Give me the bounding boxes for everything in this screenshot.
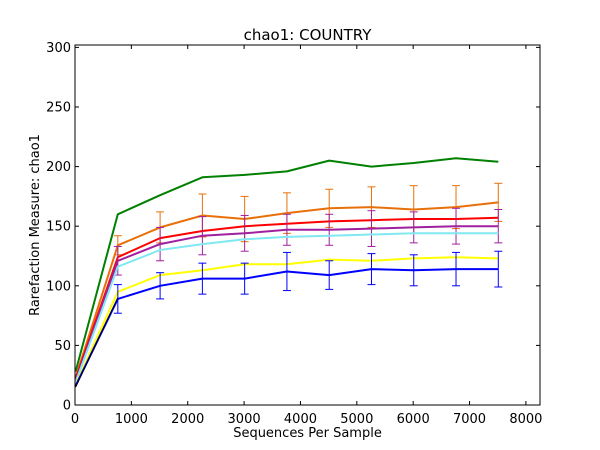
y-tick-label: 200 bbox=[46, 160, 71, 175]
plot-area bbox=[74, 157, 503, 388]
x-tick-label: 1000 bbox=[115, 412, 148, 427]
x-tick-label: 5000 bbox=[340, 412, 373, 427]
x-tick-label: 6000 bbox=[397, 412, 430, 427]
x-tick-label: 4000 bbox=[284, 412, 317, 427]
x-tick-label: 3000 bbox=[228, 412, 261, 427]
y-tick-label: 50 bbox=[54, 339, 71, 354]
x-axis-label: Sequences Per Sample bbox=[233, 426, 382, 441]
y-tick-label: 300 bbox=[46, 41, 71, 56]
y-tick-label: 250 bbox=[46, 100, 71, 115]
chart-title: chao1: COUNTRY bbox=[244, 26, 373, 44]
x-tick-label: 8000 bbox=[509, 412, 542, 427]
y-tick-label: 0 bbox=[63, 399, 71, 414]
series-line-4 bbox=[74, 232, 499, 383]
x-tick-label: 2000 bbox=[171, 412, 204, 427]
series-line-7 bbox=[75, 297, 119, 388]
x-tick-label: 7000 bbox=[453, 412, 486, 427]
axis-ticks: 0 1000 2000 3000 4000 5000 6000 7000 8000 0 50 100 1… bbox=[46, 41, 542, 427]
y-axis-label: Rarefaction Measure: chao1 bbox=[28, 134, 43, 316]
plot-frame bbox=[74, 44, 541, 406]
y-tick-label: 100 bbox=[46, 279, 71, 294]
x-tick-label: 0 bbox=[71, 412, 79, 427]
series-line-0 bbox=[74, 157, 499, 372]
y-tick-label: 150 bbox=[46, 220, 71, 235]
